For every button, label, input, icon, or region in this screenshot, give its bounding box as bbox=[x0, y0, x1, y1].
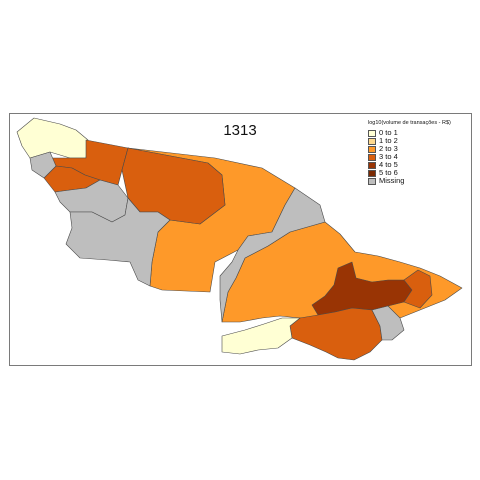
legend-label: 3 to 4 bbox=[379, 152, 398, 161]
legend-item: 0 to 1 bbox=[368, 129, 451, 137]
legend-title: log10(volume de transações - R$) bbox=[368, 120, 451, 126]
legend-item: Missing bbox=[368, 177, 451, 185]
map-title: 1313 bbox=[0, 122, 480, 139]
region-east-tip[interactable] bbox=[403, 269, 433, 309]
legend-label: 5 to 6 bbox=[379, 168, 398, 177]
legend: log10(volume de transações - R$) 0 to 1 … bbox=[368, 120, 451, 185]
region-central-grey[interactable] bbox=[219, 187, 326, 323]
region-west-grey-3[interactable] bbox=[65, 197, 171, 287]
legend-item: 1 to 2 bbox=[368, 137, 451, 145]
legend-item: 3 to 4 bbox=[368, 153, 451, 161]
legend-swatch bbox=[368, 153, 376, 161]
legend-swatch bbox=[368, 177, 376, 185]
legend-label: Missing bbox=[379, 176, 405, 185]
region-east-grey[interactable] bbox=[371, 305, 405, 341]
legend-swatch bbox=[368, 137, 376, 145]
legend-item: 5 to 6 bbox=[368, 169, 451, 177]
legend-label: 0 to 1 bbox=[379, 128, 398, 137]
legend-swatch bbox=[368, 145, 376, 153]
region-west-grey-1[interactable] bbox=[29, 151, 57, 179]
legend-swatch bbox=[368, 169, 376, 177]
legend-label: 4 to 5 bbox=[379, 160, 398, 169]
map-title-text: 1313 bbox=[223, 122, 257, 139]
map-frame bbox=[9, 113, 472, 366]
region-south-pale[interactable] bbox=[221, 317, 301, 355]
legend-swatch bbox=[368, 161, 376, 169]
legend-swatch bbox=[368, 129, 376, 137]
region-southeast[interactable] bbox=[289, 307, 383, 361]
legend-label: 1 to 2 bbox=[379, 136, 398, 145]
legend-label: 2 to 3 bbox=[379, 144, 398, 153]
legend-item: 4 to 5 bbox=[368, 161, 451, 169]
legend-item: 2 to 3 bbox=[368, 145, 451, 153]
